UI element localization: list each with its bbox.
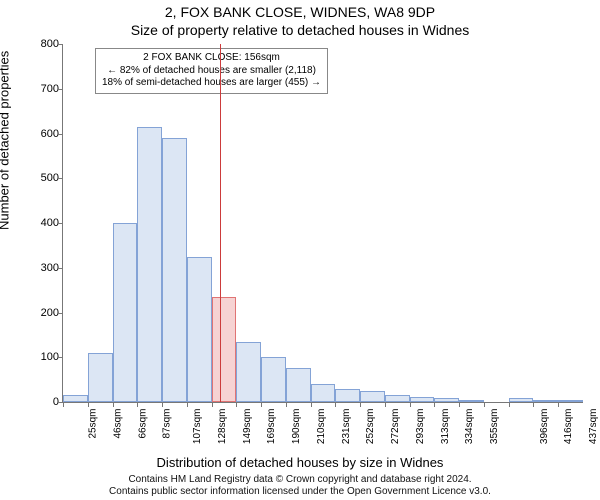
x-tick-mark — [236, 402, 237, 407]
x-tick-label: 169sqm — [266, 409, 277, 445]
y-tick-mark — [58, 223, 63, 224]
histogram-bar — [137, 127, 162, 402]
y-tick-mark — [58, 134, 63, 135]
histogram-bar — [335, 389, 360, 402]
annotation-line2: ← 82% of detached houses are smaller (2,… — [102, 65, 321, 78]
y-tick-mark — [58, 44, 63, 45]
x-tick-label: 334sqm — [465, 409, 476, 445]
chart-title-desc: Size of property relative to detached ho… — [0, 22, 600, 38]
marker-line — [220, 44, 221, 402]
annotation-callout: 2 FOX BANK CLOSE: 156sqm ← 82% of detach… — [95, 48, 328, 94]
x-tick-mark — [558, 402, 559, 407]
histogram-bar — [187, 257, 212, 402]
x-tick-mark — [311, 402, 312, 407]
x-tick-mark — [63, 402, 64, 407]
histogram-bar — [410, 397, 435, 402]
y-tick-label: 100 — [21, 351, 59, 363]
x-tick-label: 128sqm — [217, 409, 228, 445]
x-tick-mark — [360, 402, 361, 407]
histogram-bar — [236, 342, 261, 402]
histogram-bar — [311, 384, 336, 402]
histogram-bar — [434, 398, 459, 402]
x-tick-label: 252sqm — [365, 409, 376, 445]
histogram-bar — [286, 368, 311, 402]
y-tick-mark — [58, 89, 63, 90]
x-tick-mark — [533, 402, 534, 407]
attribution-line1: Contains HM Land Registry data © Crown c… — [0, 474, 600, 486]
x-tick-label: 416sqm — [564, 409, 575, 445]
histogram-bar — [509, 398, 534, 402]
x-tick-mark — [385, 402, 386, 407]
x-tick-label: 87sqm — [162, 409, 173, 439]
attribution-text: Contains HM Land Registry data © Crown c… — [0, 474, 600, 498]
x-tick-label: 437sqm — [588, 409, 599, 445]
x-tick-mark — [434, 402, 435, 407]
histogram-bar — [113, 223, 138, 402]
annotation-line1: 2 FOX BANK CLOSE: 156sqm — [102, 52, 321, 65]
x-tick-label: 149sqm — [242, 409, 253, 445]
histogram-bar — [360, 391, 385, 402]
histogram-bar — [261, 357, 286, 402]
y-axis-label: Number of detached properties — [0, 51, 12, 230]
y-tick-mark — [58, 178, 63, 179]
x-tick-label: 396sqm — [539, 409, 550, 445]
y-tick-label: 700 — [21, 83, 59, 95]
y-tick-label: 600 — [21, 128, 59, 140]
x-tick-label: 190sqm — [291, 409, 302, 445]
x-tick-mark — [113, 402, 114, 407]
x-tick-label: 313sqm — [440, 409, 451, 445]
x-tick-mark — [286, 402, 287, 407]
x-tick-mark — [410, 402, 411, 407]
y-tick-label: 300 — [21, 262, 59, 274]
x-tick-mark — [187, 402, 188, 407]
y-tick-label: 800 — [21, 38, 59, 50]
x-tick-label: 210sqm — [316, 409, 327, 445]
y-tick-label: 200 — [21, 307, 59, 319]
histogram-bar — [63, 395, 88, 402]
x-tick-label: 293sqm — [415, 409, 426, 445]
x-tick-mark — [335, 402, 336, 407]
histogram-bar-highlight — [212, 297, 237, 402]
histogram-bar — [88, 353, 113, 402]
x-tick-label: 46sqm — [112, 409, 123, 439]
x-tick-mark — [459, 402, 460, 407]
attribution-line2: Contains public sector information licen… — [0, 486, 600, 498]
plot-area: 2 FOX BANK CLOSE: 156sqm ← 82% of detach… — [62, 44, 583, 403]
y-tick-mark — [58, 313, 63, 314]
histogram-bar — [162, 138, 187, 402]
x-tick-label: 231sqm — [341, 409, 352, 445]
x-tick-label: 272sqm — [390, 409, 401, 445]
x-tick-label: 355sqm — [489, 409, 500, 445]
histogram-bar — [558, 400, 583, 402]
annotation-line3: 18% of semi-detached houses are larger (… — [102, 77, 321, 90]
x-tick-label: 25sqm — [88, 409, 99, 439]
x-tick-label: 66sqm — [137, 409, 148, 439]
x-tick-mark — [137, 402, 138, 407]
histogram-bar — [385, 395, 410, 402]
x-tick-mark — [509, 402, 510, 407]
x-axis-label: Distribution of detached houses by size … — [0, 455, 600, 470]
y-tick-mark — [58, 268, 63, 269]
x-tick-mark — [484, 402, 485, 407]
y-tick-label: 0 — [21, 396, 59, 408]
x-tick-mark — [88, 402, 89, 407]
x-tick-mark — [261, 402, 262, 407]
x-tick-mark — [162, 402, 163, 407]
x-tick-mark — [212, 402, 213, 407]
histogram-bar — [459, 400, 484, 402]
y-tick-label: 500 — [21, 172, 59, 184]
chart-title-address: 2, FOX BANK CLOSE, WIDNES, WA8 9DP — [0, 4, 600, 20]
histogram-bar — [533, 400, 558, 402]
y-tick-mark — [58, 357, 63, 358]
y-tick-label: 400 — [21, 217, 59, 229]
x-tick-label: 107sqm — [192, 409, 203, 445]
